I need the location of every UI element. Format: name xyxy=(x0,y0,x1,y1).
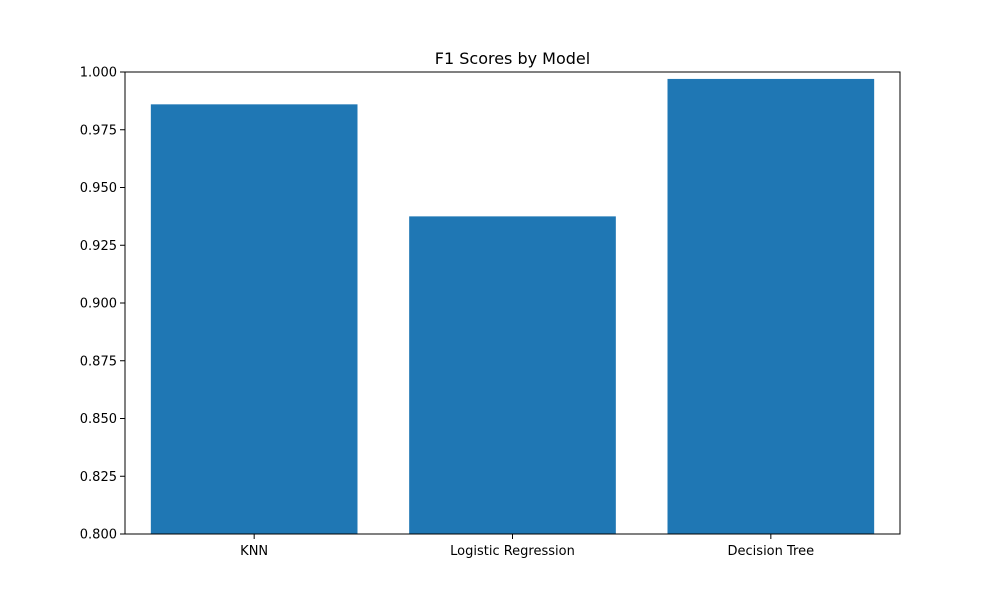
y-axis: 0.800 0.825 0.850 0.875 0.900 0.925 0.950 0.975… xyxy=(80,66,125,543)
chart-title: F1 Scores by Model xyxy=(435,49,590,68)
x-tick-label: KNN xyxy=(240,544,268,559)
y-tick-label: 0.925 xyxy=(80,239,117,254)
x-tick-label: Logistic Regression xyxy=(450,544,575,559)
y-tick-label: 0.975 xyxy=(80,123,117,138)
y-tick-label: 0.875 xyxy=(80,354,117,369)
plot-frame xyxy=(124,71,901,535)
x-axis: KNN Logistic Regression Decision Tree xyxy=(240,534,814,559)
bar-0 xyxy=(150,104,358,534)
y-tick-label: 0.900 xyxy=(80,297,117,312)
y-tick-label: 0.850 xyxy=(80,412,117,427)
bar-2 xyxy=(667,78,875,535)
bars-group xyxy=(150,78,875,535)
y-tick-label: 0.825 xyxy=(80,470,117,485)
y-tick-label: 0.800 xyxy=(80,528,117,543)
bar-1 xyxy=(409,216,616,534)
y-tick-label: 1.000 xyxy=(80,66,117,81)
y-tick-label: 0.950 xyxy=(80,181,117,196)
x-tick-label: Decision Tree xyxy=(728,544,815,559)
